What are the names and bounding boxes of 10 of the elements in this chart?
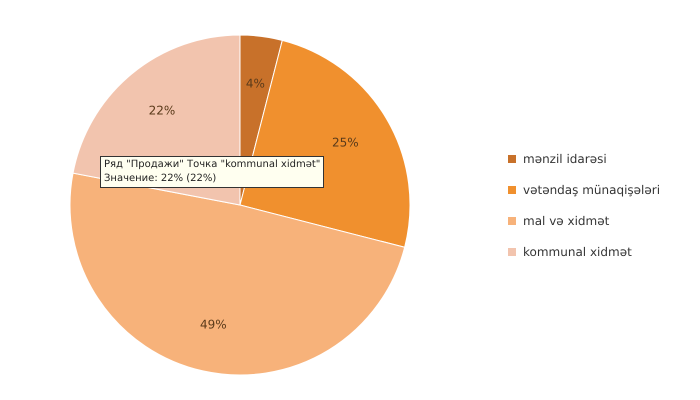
- data-label: 25%: [332, 136, 359, 150]
- legend-label: kommunal xidmət: [523, 244, 632, 258]
- text: Значение: 22% (22%): [104, 172, 218, 186]
- data-label: 22%: [148, 104, 176, 118]
- text: Ряд "Продажи" Точка "kommunal xidmət": [104, 158, 320, 172]
- data-label: 4%: [246, 76, 265, 91]
- legend-label: mal və xidmət: [523, 214, 610, 228]
- legend-label: vətəndaş münaqişələri: [523, 182, 660, 196]
- legend-label: mənzil idarəsi: [523, 152, 607, 166]
- data-label: 49%: [200, 317, 227, 332]
